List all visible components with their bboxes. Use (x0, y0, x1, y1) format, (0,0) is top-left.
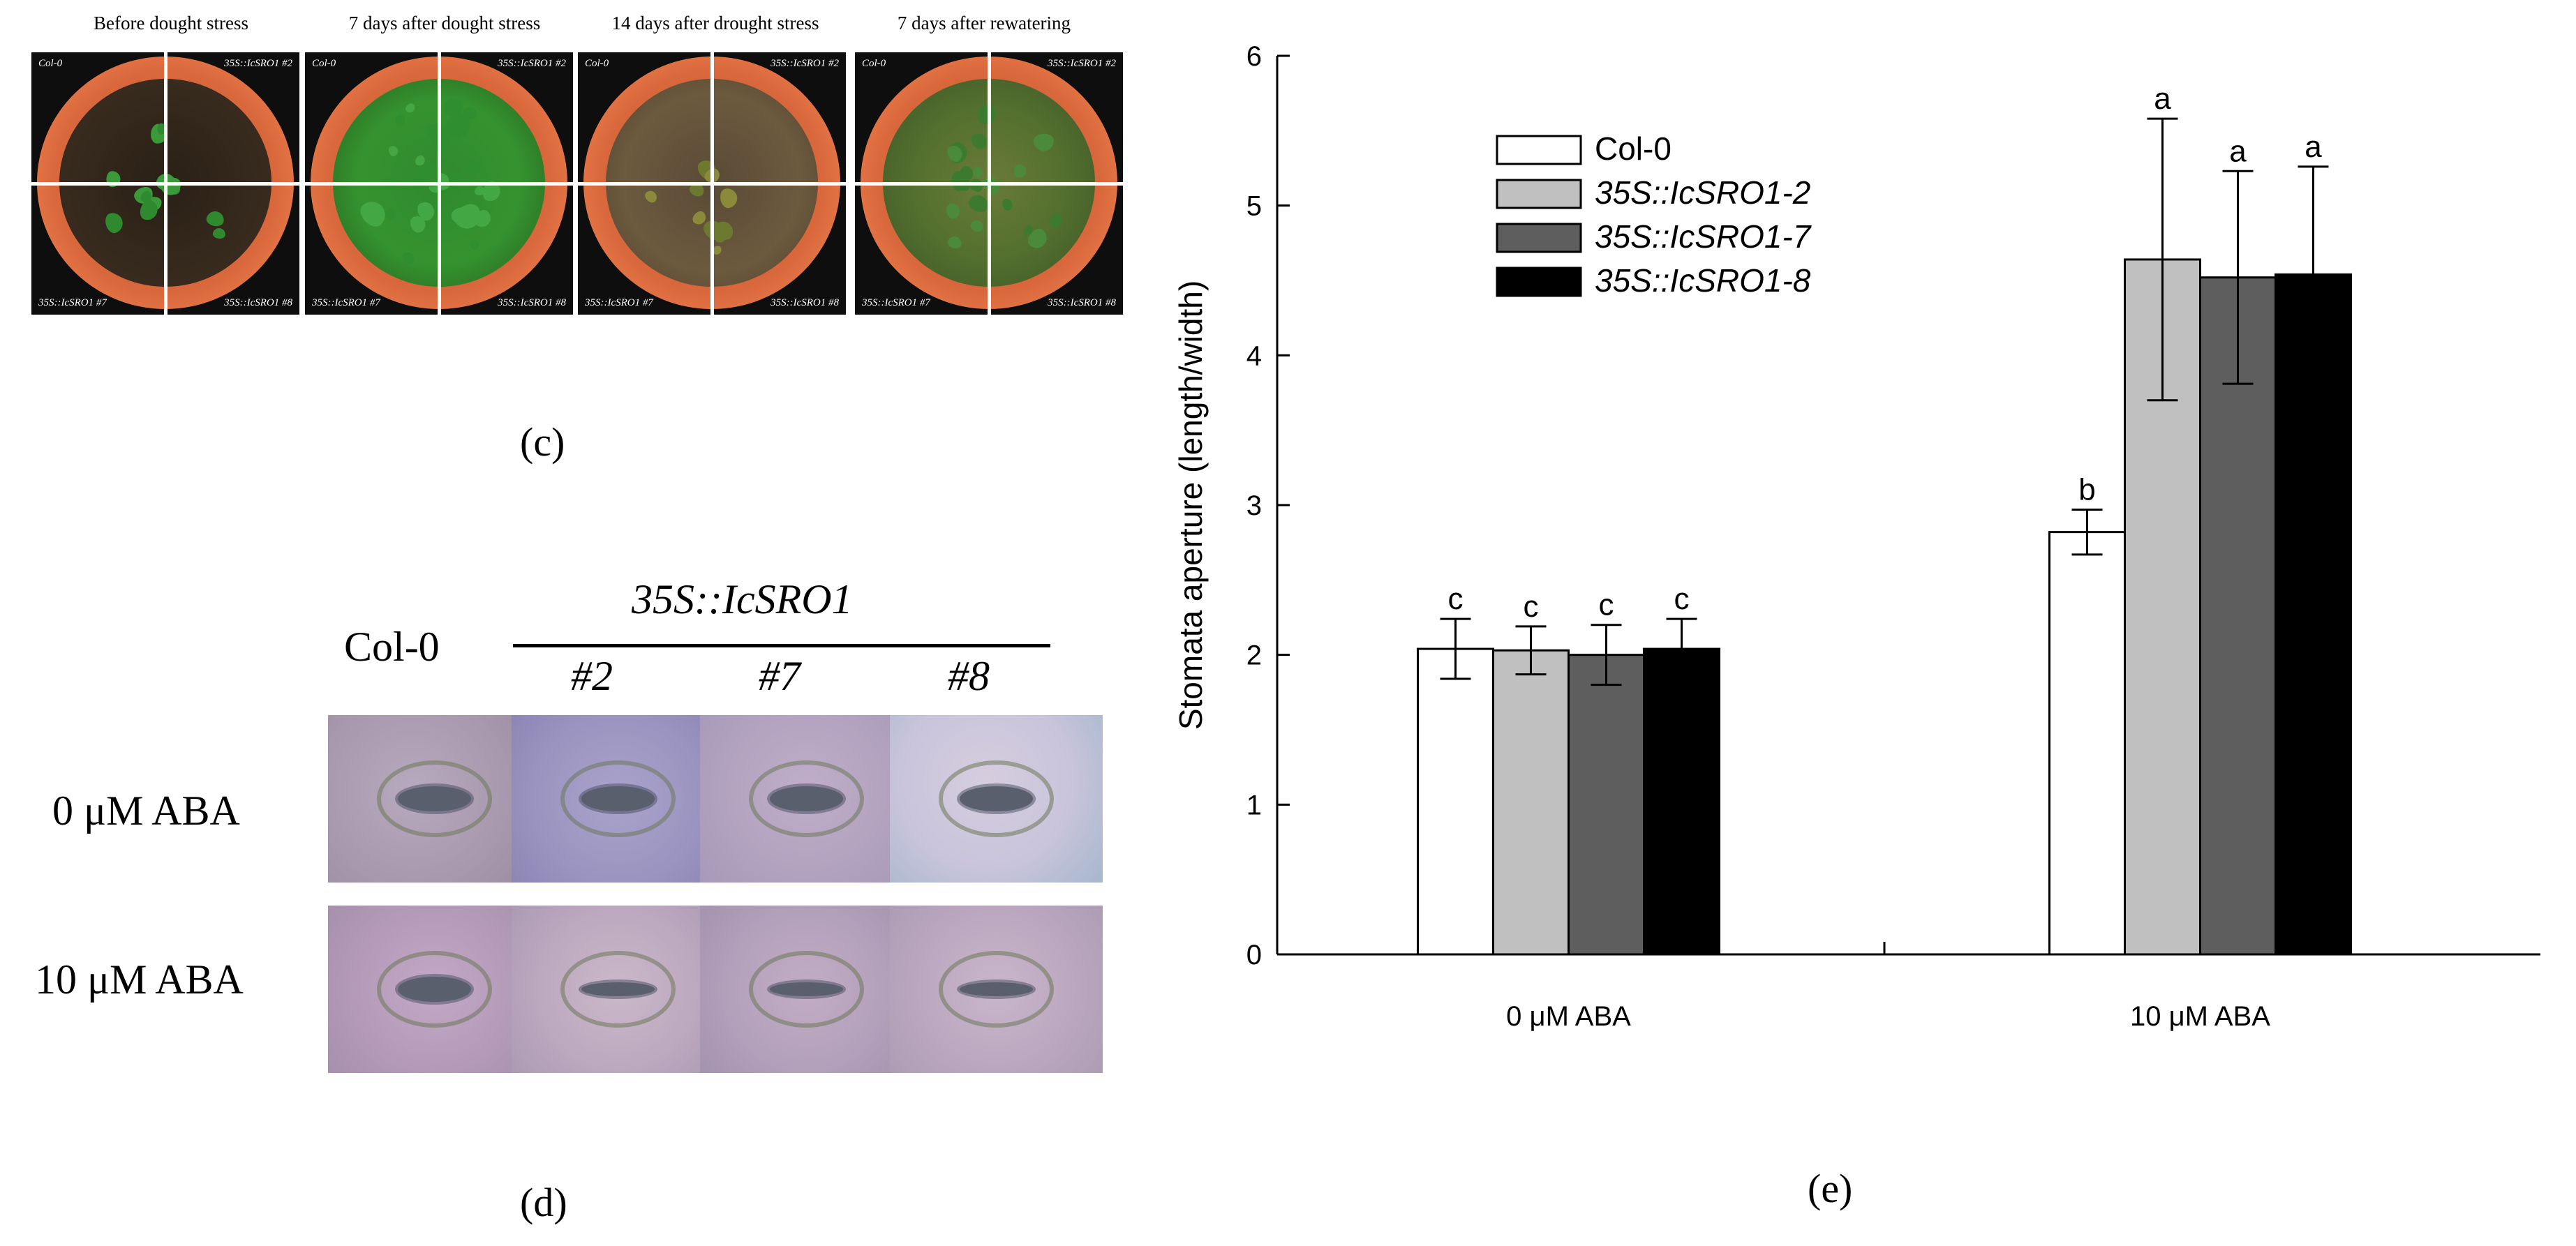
pot-label: 35S::IcSRO1 #2 (498, 58, 566, 69)
panel-c-letter: (c) (520, 419, 565, 465)
pot-title-3: 14 days after drought stress (611, 13, 819, 33)
pot-label: 35S::IcSRO1 #2 (770, 58, 839, 69)
pot-label: 35S::IcSRO1 #2 (1048, 58, 1116, 69)
bar (1568, 654, 1645, 956)
significance-letter: c (1599, 588, 1614, 622)
transgene-rule (513, 644, 1050, 647)
pot-label: Col-0 (312, 58, 336, 69)
line-label-2: #2 (571, 653, 613, 699)
significance-letter: c (1524, 590, 1539, 624)
col0-label: Col-0 (344, 624, 440, 670)
bar (2275, 273, 2352, 956)
transgene-label: 35S::IcSRO1 (632, 576, 853, 622)
significance-letter: c (1448, 582, 1464, 616)
y-tick-label: 3 (1246, 490, 1262, 521)
pot-label: 35S::IcSRO1 #8 (224, 297, 292, 308)
pot-photo-3: Col-0 35S::IcSRO1 #2 35S::IcSRO1 #7 35S:… (578, 52, 846, 315)
bar (1492, 649, 1570, 956)
legend-label: 35S::IcSRO1-8 (1595, 262, 1811, 299)
line-label-8: #8 (948, 653, 990, 699)
pot-label: Col-0 (862, 58, 886, 69)
pot-photo-2: Col-0 35S::IcSRO1 #2 35S::IcSRO1 #7 35S:… (305, 52, 573, 315)
pot-label: 35S::IcSRO1 #7 (585, 297, 653, 308)
legend-label: 35S::IcSRO1-7 (1595, 218, 1812, 255)
pot-label: Col-0 (585, 58, 609, 69)
pot-title-1: Before dought stress (94, 13, 248, 33)
y-tick-label: 5 (1246, 191, 1262, 222)
legend-label: Col-0 (1595, 130, 1672, 167)
stoma-image (700, 715, 913, 883)
legend-swatch (1496, 223, 1582, 253)
pot-photo-4: Col-0 35S::IcSRO1 #2 35S::IcSRO1 #7 35S:… (855, 52, 1123, 315)
panel-d-letter: (d) (520, 1180, 567, 1225)
pot-photo-1: Col-0 35S::IcSRO1 #2 35S::IcSRO1 #7 35S:… (31, 52, 299, 315)
pot-title-2: 7 days after dought stress (348, 13, 541, 33)
y-tick-label: 6 (1246, 41, 1262, 72)
stoma-image (328, 715, 541, 883)
y-tick-label: 4 (1246, 340, 1262, 371)
pot-label: 35S::IcSRO1 #8 (1048, 297, 1116, 308)
stoma-image (328, 906, 541, 1073)
plant-rosette (475, 186, 486, 195)
panel-e-letter: (e) (1808, 1166, 1853, 1211)
legend-swatch (1496, 179, 1582, 209)
pot-label: 35S::IcSRO1 #8 (770, 297, 839, 308)
significance-letter: a (2305, 130, 2322, 164)
y-axis-label: Stomata aperture (length/width) (1172, 280, 1209, 730)
line-label-7: #7 (759, 653, 801, 699)
x-tick-label: 0 μM ABA (1506, 1001, 1631, 1032)
y-tick-label: 1 (1246, 790, 1262, 820)
stoma-image (890, 715, 1103, 883)
pot-label: 35S::IcSRO1 #7 (862, 297, 930, 308)
significance-letter: a (2229, 134, 2247, 168)
stoma-image (700, 906, 913, 1073)
legend-swatch (1496, 267, 1582, 297)
stoma-image (512, 715, 724, 883)
legend-label: 35S::IcSRO1-2 (1595, 174, 1810, 211)
pot-title-4: 7 days after rewatering (897, 13, 1071, 33)
pot-label: 35S::IcSRO1 #2 (224, 58, 292, 69)
pot-label: 35S::IcSRO1 #7 (312, 297, 380, 308)
significance-letter: c (1674, 582, 1690, 616)
pot-label: Col-0 (38, 58, 63, 69)
legend-swatch (1496, 135, 1582, 165)
pot-label: 35S::IcSRO1 #7 (38, 297, 107, 308)
row-label-10-aba: 10 μM ABA (35, 956, 244, 1003)
x-tick-label: 10 μM ABA (2130, 1001, 2270, 1032)
row-label-0-aba: 0 μM ABA (52, 788, 240, 834)
stoma-image (890, 906, 1103, 1073)
bar (1643, 647, 1720, 956)
pot-label: 35S::IcSRO1 #8 (498, 297, 566, 308)
bar (1417, 647, 1494, 956)
y-tick-label: 2 (1246, 640, 1262, 671)
stoma-image (512, 906, 724, 1073)
significance-letter: a (2154, 82, 2171, 116)
y-tick-label: 0 (1246, 940, 1262, 970)
bar (2048, 531, 2126, 956)
significance-letter: b (2078, 472, 2095, 506)
